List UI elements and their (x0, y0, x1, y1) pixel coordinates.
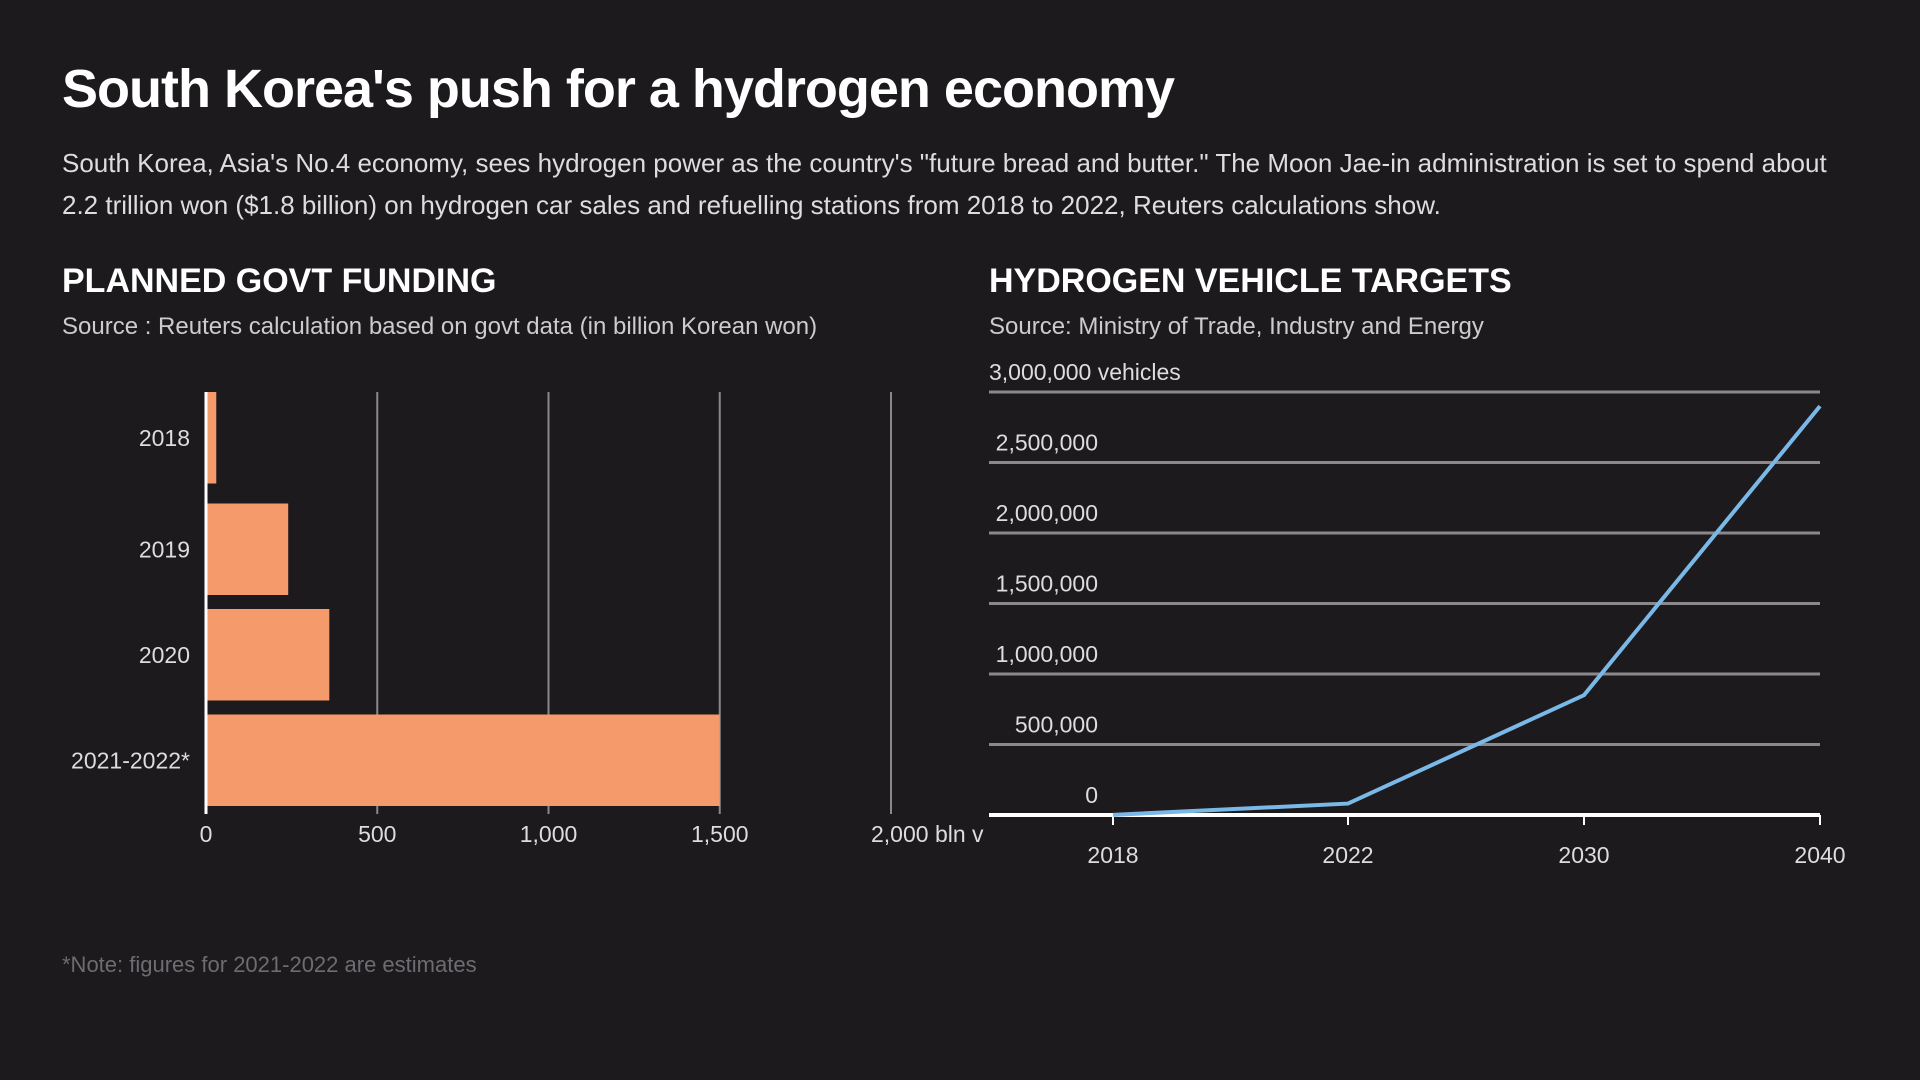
y-tick-label: 0 (1085, 782, 1098, 808)
y-tick-label: 2,500,000 (996, 430, 1098, 456)
y-tick-label: 3,000,000 vehicles (989, 359, 1181, 385)
bar (206, 609, 330, 701)
x-tick-label: 500 (358, 821, 396, 847)
category-label: 2019 (139, 536, 190, 562)
x-tick-label: 2040 (1794, 842, 1845, 868)
y-tick-label: 1,500,000 (996, 571, 1098, 597)
bar (206, 714, 720, 806)
bar-chart-source: Source : Reuters calculation based on go… (62, 313, 818, 340)
x-tick-label: 2018 (1087, 842, 1138, 868)
page-title: South Korea's push for a hydrogen econom… (62, 59, 1175, 119)
series-line (1112, 404, 1822, 817)
x-tick-label: 0 (200, 821, 213, 847)
line-chart-title: HYDROGEN VEHICLE TARGETS (989, 262, 1512, 300)
x-tick-label: 2030 (1558, 842, 1609, 868)
bar (206, 503, 289, 595)
bar (206, 392, 217, 484)
bar-chart-title: PLANNED GOVT FUNDING (62, 262, 497, 300)
y-tick-label: 1,000,000 (996, 641, 1098, 667)
y-tick-label: 2,000,000 (996, 500, 1098, 526)
y-tick-label: 500,000 (1015, 712, 1098, 738)
x-tick-label: 1,500 (691, 821, 749, 847)
x-tick-label: 2,000 bln v (871, 821, 984, 847)
category-label: 2021-2022* (71, 747, 190, 773)
x-tick-label: 1,000 (520, 821, 578, 847)
category-label: 2020 (139, 642, 190, 668)
footnote: *Note: figures for 2021-2022 are estimat… (62, 952, 477, 977)
category-label: 2018 (139, 425, 190, 451)
line-chart-source: Source: Ministry of Trade, Industry and … (989, 313, 1484, 340)
x-tick-label: 2022 (1322, 842, 1373, 868)
description: South Korea, Asia's No.4 economy, sees h… (62, 148, 1827, 220)
